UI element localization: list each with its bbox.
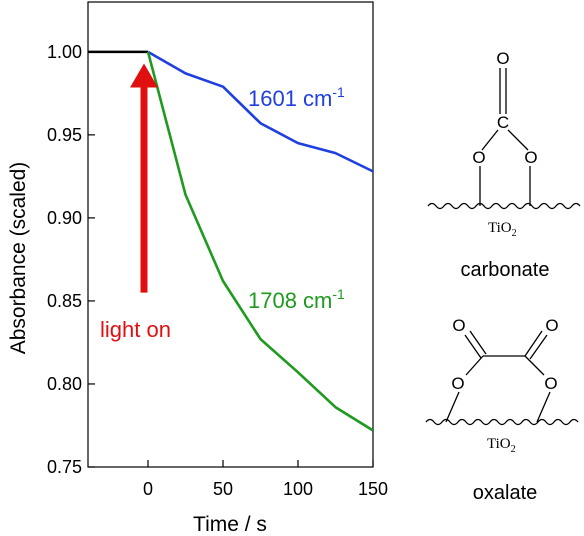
series-1601-line [147, 50, 373, 173]
y-axis-ticks: 0.75 0.80 0.85 0.90 0.95 1.00 [47, 42, 95, 477]
y-tick-label: 1.00 [47, 42, 82, 62]
carbonate-name: carbonate [461, 259, 550, 281]
x-tick-label: 0 [143, 479, 153, 499]
oxalate-atom-o-top-right: O [545, 316, 558, 335]
oxalate-surface-label: TiO2 [487, 436, 516, 455]
oxalate-atom-o-top-left: O [452, 316, 465, 335]
carbonate-structure: O C O O TiO2 carbonate [427, 49, 581, 281]
x-tick-label: 150 [358, 479, 388, 499]
x-axis-title: Time / s [193, 513, 267, 536]
oxalate-name: oxalate [473, 482, 538, 504]
light-on-label: light on [100, 317, 171, 342]
oxalate-surface-wavy [425, 418, 579, 426]
x-tick-label: 50 [213, 479, 233, 499]
oxalate-atom-o-left: O [451, 374, 464, 393]
y-tick-label: 0.95 [47, 125, 82, 145]
plot-frame [87, 1, 374, 468]
x-axis-ticks: 0 50 100 150 [143, 460, 388, 499]
series-label-1601: 1601 cm-1 [248, 84, 345, 111]
carbonate-atom-o-left: O [472, 148, 485, 167]
y-tick-label: 0.90 [47, 208, 82, 228]
carbonate-atom-o-top: O [496, 49, 509, 68]
oxalate-structure: O O O O TiO2 oxalate [425, 316, 579, 504]
series-label-1708: 1708 cm-1 [248, 286, 345, 313]
carbonate-atom-c: C [497, 113, 509, 132]
series-1708-line [146, 51, 373, 432]
carbonate-surface-label: TiO2 [488, 220, 517, 239]
carbonate-surface-wavy [427, 202, 581, 210]
y-axis-title: Absorbance (scaled) [7, 162, 30, 355]
oxalate-atom-o-right: O [544, 374, 557, 393]
carbonate-atom-o-right: O [524, 148, 537, 167]
y-tick-label: 0.80 [47, 374, 82, 394]
y-tick-label: 0.85 [47, 291, 82, 311]
x-tick-label: 100 [283, 479, 313, 499]
light-on-arrow [130, 63, 158, 293]
y-tick-label: 0.75 [47, 457, 82, 477]
